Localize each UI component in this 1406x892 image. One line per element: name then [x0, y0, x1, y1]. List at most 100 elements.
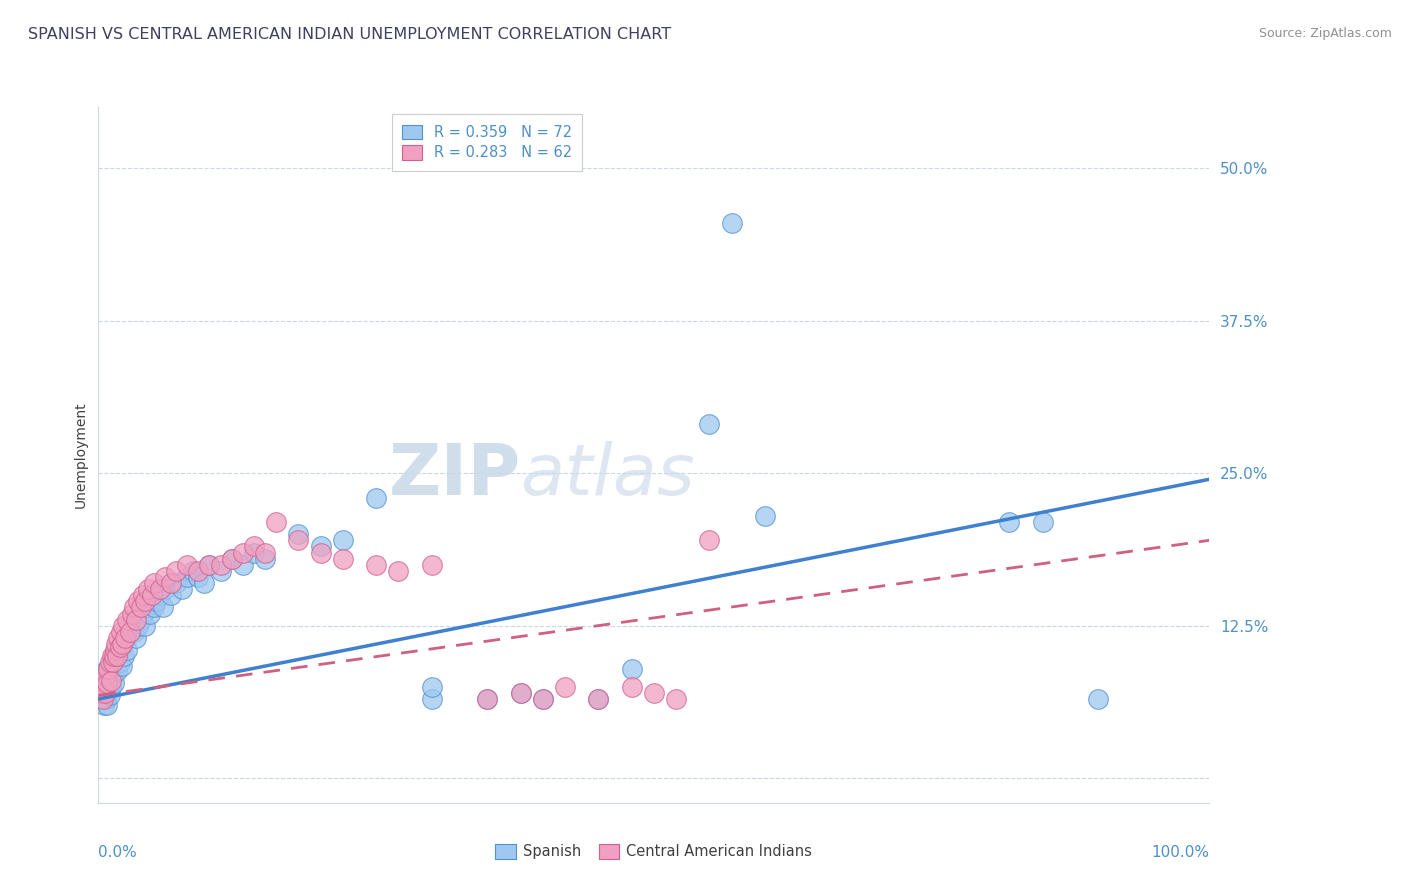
Point [332, 533, 354, 548]
Point [209, 564, 232, 578]
Point [198, 558, 221, 572]
Point [138, 582, 160, 597]
Point [132, 607, 155, 621]
Point [366, 558, 388, 572]
Point [103, 676, 125, 690]
Point [475, 692, 498, 706]
Point [125, 613, 148, 627]
Point [98, 673, 121, 688]
Point [105, 664, 128, 678]
Point [90, 680, 112, 694]
Point [221, 551, 243, 566]
Point [243, 545, 266, 559]
Point [134, 619, 156, 633]
Point [110, 643, 132, 657]
Point [122, 624, 145, 639]
Point [108, 640, 131, 654]
Point [111, 637, 134, 651]
Point [101, 656, 124, 670]
Point [107, 649, 129, 664]
Point [110, 624, 132, 639]
Point [243, 540, 266, 554]
Point [91, 680, 114, 694]
Point [141, 588, 163, 602]
Point [620, 661, 643, 675]
Point [620, 680, 643, 694]
Point [309, 545, 332, 559]
Point [104, 656, 127, 670]
Point [1087, 692, 1109, 706]
Point [117, 613, 139, 627]
Point [115, 631, 138, 645]
Point [253, 545, 276, 559]
Legend: Spanish, Central American Indians: Spanish, Central American Indians [489, 838, 818, 865]
Point [103, 649, 125, 664]
Point [554, 680, 576, 694]
Point [143, 576, 166, 591]
Point [101, 667, 124, 681]
Point [148, 588, 170, 602]
Point [152, 600, 174, 615]
Point [93, 673, 115, 688]
Point [264, 515, 287, 529]
Point [143, 600, 166, 615]
Point [97, 661, 120, 675]
Point [720, 216, 742, 230]
Point [93, 698, 115, 713]
Point [90, 686, 112, 700]
Point [332, 551, 354, 566]
Point [181, 564, 204, 578]
Y-axis label: Unemployment: Unemployment [73, 401, 87, 508]
Point [643, 686, 665, 700]
Point [232, 558, 254, 572]
Point [94, 686, 117, 700]
Point [387, 564, 409, 578]
Text: 100.0%: 100.0% [1152, 845, 1209, 860]
Point [754, 508, 776, 523]
Point [94, 686, 117, 700]
Point [531, 692, 554, 706]
Point [193, 576, 215, 591]
Point [96, 676, 118, 690]
Point [531, 692, 554, 706]
Point [100, 680, 122, 694]
Point [287, 533, 309, 548]
Point [105, 649, 128, 664]
Point [90, 686, 112, 700]
Point [253, 551, 276, 566]
Point [588, 692, 610, 706]
Text: SPANISH VS CENTRAL AMERICAN INDIAN UNEMPLOYMENT CORRELATION CHART: SPANISH VS CENTRAL AMERICAN INDIAN UNEMP… [28, 27, 671, 42]
Point [96, 698, 118, 713]
Point [475, 692, 498, 706]
Point [136, 600, 159, 615]
Point [100, 649, 122, 664]
Text: ZIP: ZIP [388, 442, 520, 510]
Point [165, 576, 187, 591]
Point [132, 588, 155, 602]
Point [134, 594, 156, 608]
Point [129, 613, 152, 627]
Point [97, 683, 120, 698]
Point [104, 643, 127, 657]
Point [108, 656, 131, 670]
Point [665, 692, 688, 706]
Point [176, 570, 198, 584]
Point [198, 558, 221, 572]
Point [122, 600, 145, 615]
Point [96, 692, 118, 706]
Point [105, 637, 128, 651]
Point [100, 673, 122, 688]
Point [112, 649, 135, 664]
Point [117, 643, 139, 657]
Point [420, 692, 443, 706]
Point [187, 564, 209, 578]
Point [118, 624, 141, 639]
Point [588, 692, 610, 706]
Point [232, 545, 254, 559]
Point [165, 564, 187, 578]
Point [176, 558, 198, 572]
Point [1032, 515, 1054, 529]
Text: atlas: atlas [520, 442, 695, 510]
Point [111, 637, 134, 651]
Point [96, 667, 118, 681]
